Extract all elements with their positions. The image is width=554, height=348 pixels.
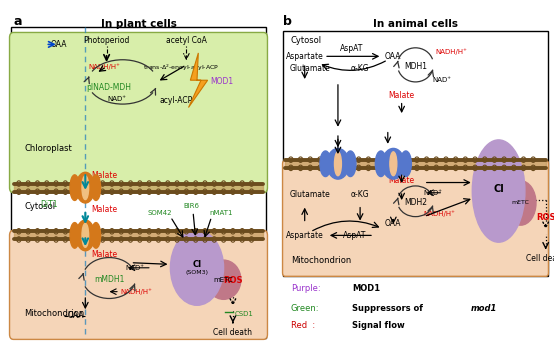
Text: Cell death: Cell death <box>526 254 554 263</box>
Ellipse shape <box>505 181 536 225</box>
FancyBboxPatch shape <box>283 160 548 276</box>
Text: NADH/H⁺: NADH/H⁺ <box>435 48 467 55</box>
Text: CI: CI <box>493 184 504 194</box>
Text: Mitochondrion: Mitochondrion <box>291 256 351 266</box>
Ellipse shape <box>76 220 95 251</box>
Text: Malate: Malate <box>91 205 117 214</box>
Text: AspAT: AspAT <box>343 231 366 240</box>
Text: a: a <box>13 15 22 29</box>
Text: mETC: mETC <box>512 200 530 205</box>
Text: OAA: OAA <box>68 311 84 320</box>
Ellipse shape <box>376 151 387 176</box>
Text: Signal flow: Signal flow <box>352 321 404 330</box>
Text: Chloroplast: Chloroplast <box>24 144 72 153</box>
Text: NADH/H⁺: NADH/H⁺ <box>424 210 456 216</box>
Text: OAA: OAA <box>385 219 402 228</box>
Ellipse shape <box>82 176 89 200</box>
Text: Cell death: Cell death <box>213 328 253 337</box>
Text: CI: CI <box>192 260 202 269</box>
Ellipse shape <box>70 223 79 248</box>
Text: CSD1: CSD1 <box>235 311 254 317</box>
Text: Purple:: Purple: <box>291 284 320 293</box>
Text: Malate: Malate <box>388 91 415 100</box>
Text: mMDH1: mMDH1 <box>94 275 125 284</box>
Ellipse shape <box>400 151 411 176</box>
Ellipse shape <box>76 172 95 203</box>
Text: Photoperiod: Photoperiod <box>84 37 130 46</box>
Ellipse shape <box>91 175 101 200</box>
Text: α-KG: α-KG <box>351 64 370 73</box>
Text: Glutamate: Glutamate <box>290 190 331 199</box>
Text: NADH/H⁺: NADH/H⁺ <box>120 288 152 295</box>
Ellipse shape <box>472 140 525 242</box>
Text: MDH2: MDH2 <box>404 198 427 207</box>
Text: Cytosol: Cytosol <box>24 202 55 211</box>
Ellipse shape <box>91 223 101 248</box>
Text: MOD1: MOD1 <box>211 77 233 86</box>
Text: b: b <box>283 15 291 29</box>
Text: nMAT1: nMAT1 <box>209 210 233 216</box>
FancyBboxPatch shape <box>9 230 268 339</box>
Ellipse shape <box>70 175 79 200</box>
Text: Aspartate: Aspartate <box>286 231 324 240</box>
Text: mETC: mETC <box>214 277 233 283</box>
Text: Mitochondrion: Mitochondrion <box>24 309 84 318</box>
Text: Suppressors of: Suppressors of <box>352 304 425 313</box>
Text: ROS: ROS <box>536 213 554 222</box>
Text: BIR6: BIR6 <box>184 203 199 209</box>
Polygon shape <box>188 53 208 108</box>
Text: NAD⁺: NAD⁺ <box>424 190 443 196</box>
Text: NAD⁺: NAD⁺ <box>432 77 451 83</box>
Text: Malate: Malate <box>91 250 117 259</box>
Text: ROS: ROS <box>223 276 243 285</box>
Ellipse shape <box>390 152 397 176</box>
Ellipse shape <box>345 151 356 176</box>
Text: Green:: Green: <box>291 304 319 313</box>
Text: AspAT: AspAT <box>340 44 363 53</box>
Text: α-KG: α-KG <box>351 190 370 199</box>
Ellipse shape <box>382 149 404 179</box>
Text: trans-$\Delta^2$-enoyl-acyl-ACP: trans-$\Delta^2$-enoyl-acyl-ACP <box>143 63 219 73</box>
Ellipse shape <box>327 149 349 179</box>
Text: acyl-ACP: acyl-ACP <box>159 96 192 104</box>
Text: In plant cells: In plant cells <box>101 19 176 29</box>
Text: NAD⁺: NAD⁺ <box>125 265 144 271</box>
Text: pINAD-MDH: pINAD-MDH <box>87 82 132 92</box>
Text: Malate: Malate <box>388 176 415 185</box>
Text: mod1: mod1 <box>471 304 497 313</box>
Text: acetyl CoA: acetyl CoA <box>166 37 207 46</box>
Text: (SOM3): (SOM3) <box>186 270 208 275</box>
Ellipse shape <box>206 260 241 299</box>
Ellipse shape <box>82 223 89 247</box>
Bar <box>283 31 548 276</box>
Text: OAA: OAA <box>385 52 402 61</box>
Text: Aspartate: Aspartate <box>286 52 324 61</box>
Text: NADH/H⁺: NADH/H⁺ <box>88 63 120 70</box>
Text: Red  :: Red : <box>291 321 315 330</box>
Text: Glutamate: Glutamate <box>290 64 331 73</box>
Text: Cytosol: Cytosol <box>291 37 322 46</box>
Ellipse shape <box>320 151 331 176</box>
Text: SOM42: SOM42 <box>147 210 172 216</box>
Text: In animal cells: In animal cells <box>373 19 458 29</box>
Text: MDH1: MDH1 <box>404 62 427 71</box>
Text: NAD⁺: NAD⁺ <box>107 96 127 102</box>
Text: DiT1: DiT1 <box>40 200 58 209</box>
Ellipse shape <box>171 230 224 305</box>
Text: OAA: OAA <box>50 40 67 49</box>
Ellipse shape <box>335 152 341 176</box>
FancyBboxPatch shape <box>9 32 268 193</box>
Text: Malate: Malate <box>91 171 117 180</box>
Text: MOD1: MOD1 <box>352 284 380 293</box>
